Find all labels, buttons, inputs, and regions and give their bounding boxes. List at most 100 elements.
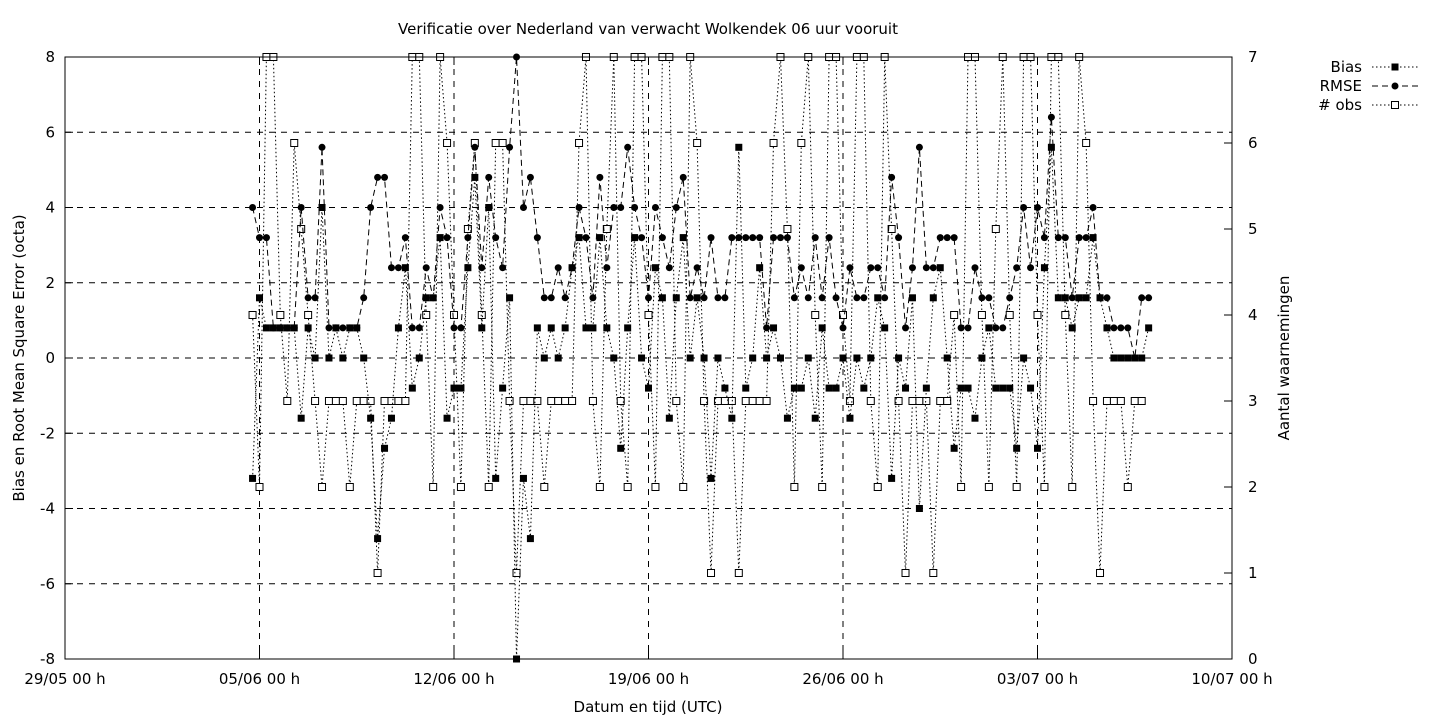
data-point-rmse <box>707 234 715 242</box>
data-point-rmse <box>1061 234 1069 242</box>
data-point-rmse <box>922 264 930 272</box>
data-point-rmse <box>582 234 590 242</box>
data-point-bias <box>540 354 548 362</box>
data-point-rmse <box>1089 204 1097 211</box>
legend-label-rmse: RMSE <box>1320 77 1362 95</box>
data-point-obs <box>672 397 681 405</box>
data-point-obs <box>950 311 959 319</box>
y-tick-label: 6 <box>45 123 55 141</box>
series-layer <box>248 53 1153 663</box>
data-point-rmse <box>1027 264 1035 272</box>
data-point-obs <box>331 397 340 405</box>
data-point-rmse <box>499 264 507 272</box>
data-point-bias <box>436 234 444 242</box>
data-point-obs <box>700 397 709 405</box>
x-axis-label: Datum en tijd (UTC) <box>574 698 723 716</box>
data-point-bias <box>936 264 944 272</box>
data-point-obs <box>595 483 604 491</box>
x-tick-label: 05/06 00 h <box>219 670 300 688</box>
data-point-rmse <box>332 324 340 332</box>
data-point-obs <box>720 397 729 405</box>
data-point-rmse <box>436 204 444 211</box>
data-point-rmse <box>540 294 548 302</box>
data-point-obs <box>908 397 917 405</box>
data-point-obs <box>734 569 743 577</box>
data-point-obs <box>276 311 285 319</box>
data-point-obs <box>797 139 806 147</box>
data-point-bias <box>867 354 875 362</box>
data-point-obs <box>873 483 882 491</box>
data-point-rmse <box>1075 234 1083 242</box>
data-point-obs <box>616 397 625 405</box>
data-point-obs <box>359 397 368 405</box>
data-point-obs <box>394 397 403 405</box>
data-point-bias <box>964 384 972 392</box>
data-point-rmse <box>1103 294 1111 302</box>
data-point-bias <box>1013 444 1021 452</box>
data-point-bias <box>401 264 409 272</box>
data-point-rmse <box>686 294 694 302</box>
data-point-rmse <box>1006 294 1014 302</box>
data-point-rmse <box>825 234 833 242</box>
data-point-obs <box>901 569 910 577</box>
data-point-rmse <box>394 264 402 272</box>
data-point-obs <box>623 483 632 491</box>
data-point-obs <box>429 483 438 491</box>
data-point-rmse <box>985 294 993 302</box>
y-tick-label: -8 <box>40 650 55 668</box>
data-point-rmse <box>846 264 854 272</box>
data-point-bias <box>978 354 986 362</box>
data-point-rmse <box>547 294 555 302</box>
data-point-rmse <box>422 264 430 272</box>
data-point-rmse <box>617 204 625 211</box>
data-point-rmse <box>401 234 409 242</box>
data-point-obs <box>533 397 542 405</box>
x-tick-label: 10/07 00 h <box>1191 670 1272 688</box>
data-point-rmse <box>408 324 416 332</box>
data-point-bias <box>902 384 910 392</box>
data-point-rmse <box>1034 204 1041 211</box>
data-point-bias <box>853 354 861 362</box>
data-point-obs <box>936 397 945 405</box>
data-point-rmse <box>318 143 326 151</box>
data-point-obs <box>1116 397 1125 405</box>
series-obs <box>248 53 1146 577</box>
data-point-rmse <box>561 294 569 302</box>
data-point-bias <box>575 234 583 242</box>
data-point-bias <box>394 324 402 332</box>
data-point-rmse <box>895 234 903 242</box>
data-point-rmse <box>429 294 437 302</box>
data-point-obs <box>1012 483 1021 491</box>
data-point-obs <box>450 311 458 319</box>
data-point-bias <box>596 234 604 242</box>
data-point-rmse <box>554 264 562 272</box>
data-point-bias <box>721 384 729 392</box>
data-point-obs <box>588 397 597 405</box>
data-point-obs <box>311 397 320 405</box>
data-point-rmse <box>943 234 951 242</box>
data-point-rmse <box>533 234 541 242</box>
data-point-bias <box>999 384 1007 392</box>
data-point-bias <box>582 324 590 332</box>
data-point-bias <box>922 384 930 392</box>
data-point-obs <box>1109 397 1118 405</box>
data-point-bias <box>818 324 826 332</box>
legend-marker-obs <box>1391 101 1399 109</box>
data-point-rmse <box>936 234 944 242</box>
data-point-obs <box>769 139 778 147</box>
data-point-bias <box>374 535 382 543</box>
data-point-obs <box>519 397 528 405</box>
data-point-obs <box>373 569 382 577</box>
data-point-obs <box>345 483 354 491</box>
data-point-obs <box>526 397 535 405</box>
data-point-obs <box>561 397 570 405</box>
data-point-rmse <box>638 234 646 242</box>
data-point-obs <box>693 139 702 147</box>
data-point-rmse <box>888 173 896 181</box>
data-point-rmse <box>415 324 423 332</box>
data-point-bias <box>492 474 500 482</box>
data-point-rmse <box>464 234 472 242</box>
data-point-obs <box>755 397 764 405</box>
data-point-bias <box>658 294 666 302</box>
data-point-rmse <box>804 294 812 302</box>
